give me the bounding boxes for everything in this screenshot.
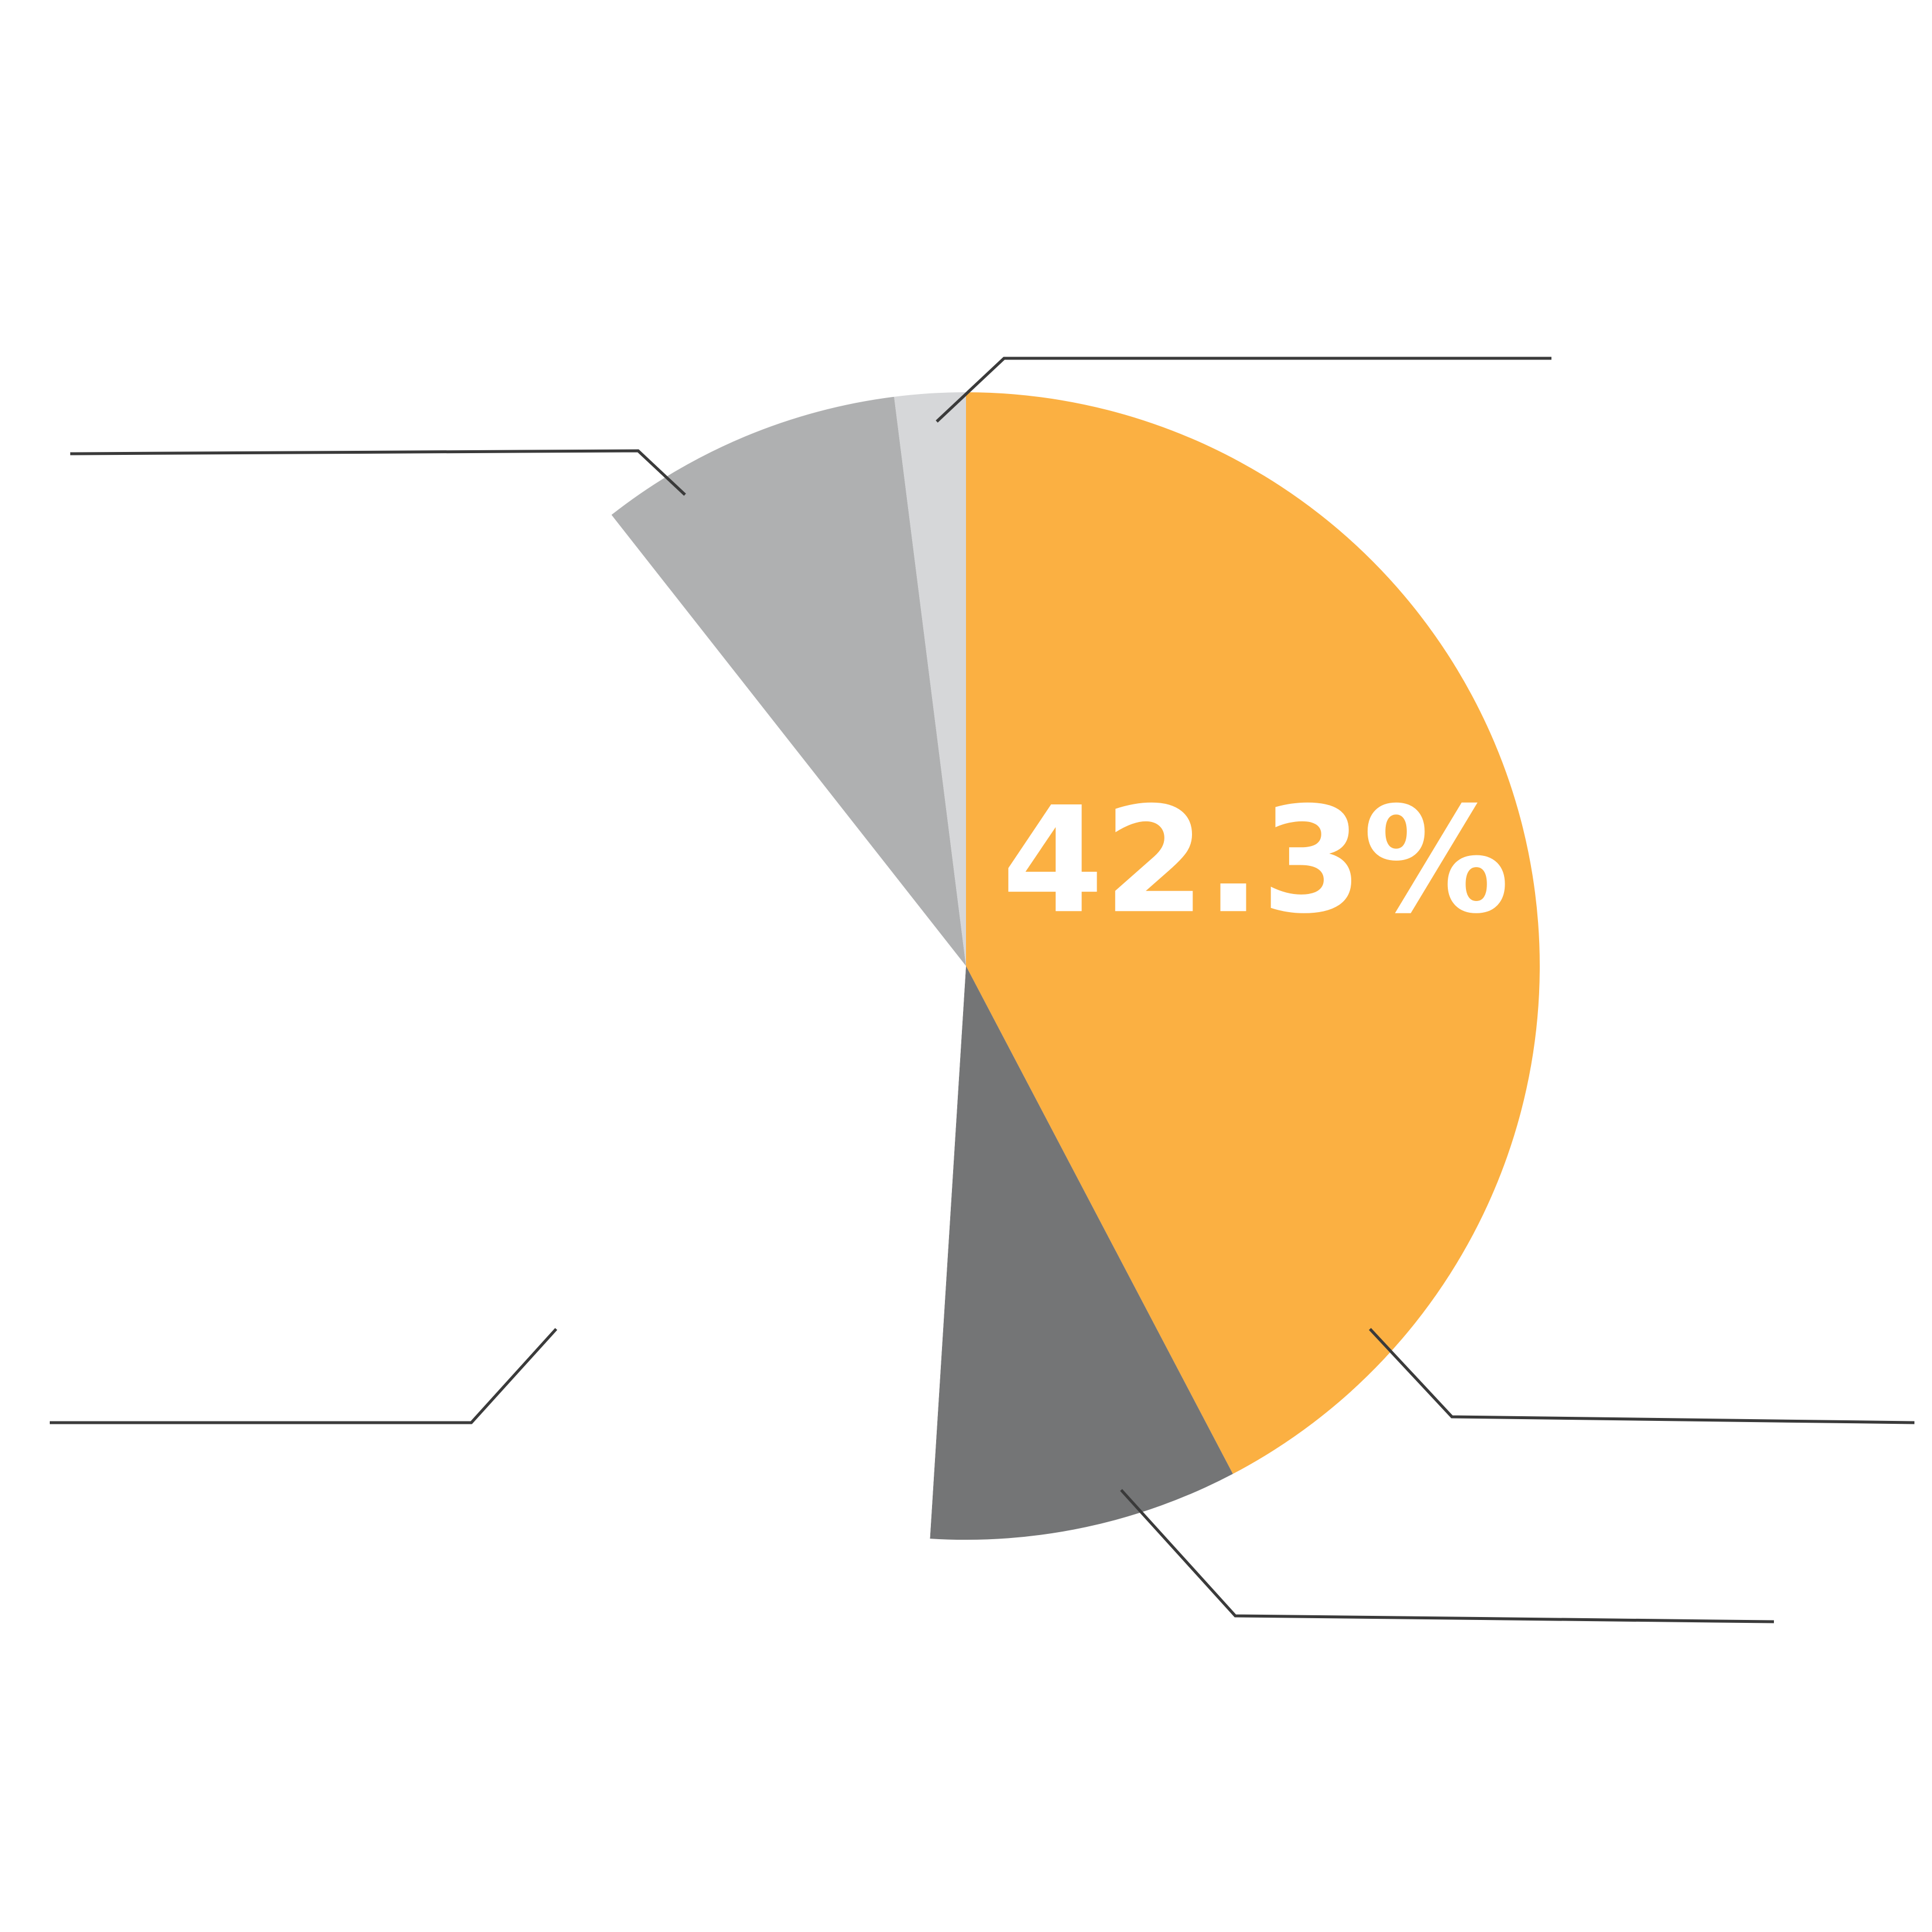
pie-slice-0	[966, 392, 1540, 1474]
pie-slice-2	[392, 515, 966, 1539]
pie-slices	[392, 392, 1540, 1540]
slice-label-0: 42.3%	[1002, 775, 1509, 946]
leader-line-right	[1369, 1328, 1915, 1424]
pie-slice-3	[611, 396, 966, 966]
leader-line-top-right	[936, 357, 1551, 423]
pie-slice-4	[894, 392, 966, 966]
leader-lines	[50, 357, 1915, 1623]
slice-labels: 42.3%	[1002, 775, 1509, 946]
leader-line-bottom	[1120, 1489, 1775, 1623]
pie-slice-1	[930, 966, 1233, 1540]
leader-line-left	[50, 1328, 557, 1424]
leader-line-top-left	[70, 449, 686, 496]
